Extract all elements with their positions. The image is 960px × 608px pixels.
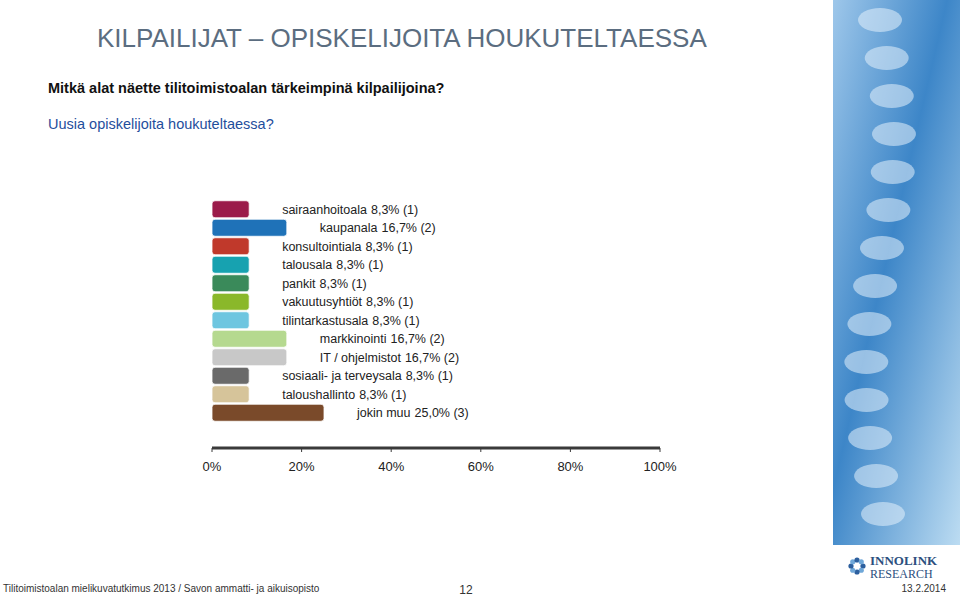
bar [212, 238, 249, 255]
x-tick-label: 60% [468, 459, 494, 474]
data-label: konsultointiala 8,3% (1) [282, 240, 412, 254]
value-label: 8,3% (1) [371, 203, 418, 217]
bar [212, 312, 249, 329]
x-tick-label: 100% [643, 459, 677, 474]
bar [212, 330, 287, 347]
data-label: markkinointi 16,7% (2) [320, 332, 445, 346]
logo-text: INNOLINK [870, 553, 938, 568]
x-tick [660, 448, 661, 452]
x-tick-label: 80% [557, 459, 583, 474]
category-label: IT / ohjelmistot [320, 351, 402, 365]
value-label: 8,3% (1) [406, 369, 453, 383]
x-tick [391, 448, 392, 452]
data-labels: sairaanhoitoala 8,3% (1) kaupanala 16,7% (2… [282, 203, 469, 421]
data-label: jokin muu 25,0% (3) [356, 406, 469, 420]
date: 13.2.2014 [902, 583, 947, 594]
value-label: 8,3% (1) [336, 258, 383, 272]
value-label: 16,7% (2) [405, 351, 459, 365]
side-image-detail [870, 84, 914, 108]
logo-mark [859, 559, 864, 564]
category-label: taloushallinto [282, 388, 355, 402]
data-label: pankit 8,3% (1) [282, 277, 367, 291]
side-image-detail [866, 198, 910, 222]
side-image-detail [872, 122, 916, 146]
category-label: jokin muu [356, 406, 411, 420]
footer: Tilitoimistoalan mielikuvatutkimus 2013 … [3, 583, 320, 594]
x-tick [212, 448, 213, 452]
bar [212, 367, 249, 384]
x-tick-label: 40% [378, 459, 404, 474]
data-label: tilintarkastusala 8,3% (1) [282, 314, 419, 328]
value-label: 8,3% (1) [359, 388, 406, 402]
x-tick [301, 448, 302, 452]
logo-text: RESEARCH [870, 567, 933, 581]
data-label: IT / ohjelmistot16,7% (2) [320, 351, 459, 365]
bar [212, 349, 287, 366]
bar [212, 256, 249, 273]
value-label: 16,7% (2) [391, 332, 445, 346]
side-image-detail [865, 46, 909, 70]
side-image-detail [854, 464, 898, 488]
bar [212, 293, 249, 310]
data-label: kaupanala 16,7% (2) [320, 221, 436, 235]
side-image-detail [844, 350, 888, 374]
value-label: 25,0% (3) [415, 406, 469, 420]
side-image-detail [848, 426, 892, 450]
value-label: 8,3% (1) [366, 295, 413, 309]
category-label: markkinointi [320, 332, 387, 346]
subtitle: Uusia opiskelijoita houkuteltaessa? [48, 116, 274, 132]
x-tick [480, 448, 481, 452]
side-image-detail [847, 312, 891, 336]
bar [212, 275, 249, 292]
data-label: vakuutusyhtiöt 8,3% (1) [282, 295, 413, 309]
bar [212, 219, 287, 236]
x-tick-label: 20% [289, 459, 315, 474]
side-image-detail [845, 388, 889, 412]
bar [212, 404, 324, 421]
side-image-detail [853, 274, 897, 298]
category-label: tilintarkastusala [282, 314, 368, 328]
logo: INNOLINKRESEARCH [848, 553, 938, 581]
bar [212, 386, 249, 403]
page-number: 12 [459, 583, 473, 597]
category-label: sosiaali- ja terveysala [282, 369, 402, 383]
data-label: sairaanhoitoala 8,3% (1) [282, 203, 418, 217]
category-label: kaupanala [320, 221, 378, 235]
side-image-detail [861, 502, 905, 526]
side-image-detail [860, 236, 904, 260]
side-image [833, 0, 960, 545]
value-label: 16,7% (2) [382, 221, 436, 235]
value-label: 8,3% (1) [365, 240, 412, 254]
value-label: 8,3% (1) [320, 277, 367, 291]
category-label: sairaanhoitoala [282, 203, 367, 217]
side-image-detail [871, 160, 915, 184]
category-label: pankit [282, 277, 316, 291]
value-label: 8,3% (1) [372, 314, 419, 328]
data-label: talousala 8,3% (1) [282, 258, 383, 272]
side-image-detail [858, 8, 902, 32]
bar [212, 201, 249, 218]
category-label: konsultointiala [282, 240, 361, 254]
data-label: sosiaali- ja terveysala 8,3% (1) [282, 369, 453, 383]
page: KILPAILIJAT – OPISKELIJOITA HOUKUTELTAES… [0, 0, 960, 608]
data-label: taloushallinto 8,3% (1) [282, 388, 406, 402]
x-tick-label: 0% [203, 459, 222, 474]
x-axis [212, 447, 660, 450]
category-label: talousala [282, 258, 332, 272]
category-label: vakuutusyhtiöt [282, 295, 362, 309]
title: KILPAILIJAT – OPISKELIJOITA HOUKUTELTAES… [97, 23, 707, 53]
x-tick [570, 448, 571, 452]
question: Mitkä alat näette tilitoimistoalan tärke… [48, 80, 445, 96]
